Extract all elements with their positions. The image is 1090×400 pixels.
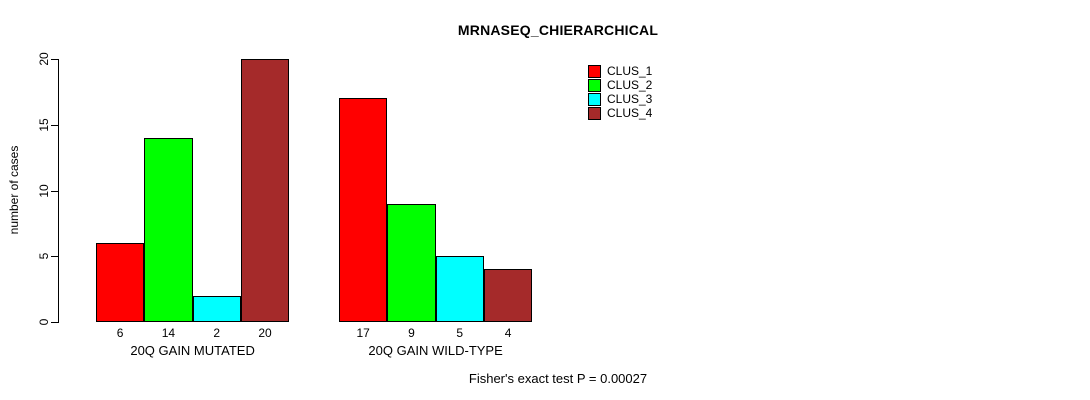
group-label-2: 20Q GAIN WILD-TYPE xyxy=(368,343,503,358)
bar-clus_2-group1 xyxy=(144,137,193,322)
bar-value-clus_2-group2: 9 xyxy=(408,326,415,340)
legend-item-clus_4: CLUS_4 xyxy=(588,106,652,120)
legend-swatch-clus_3 xyxy=(588,92,601,106)
legend: CLUS_1 CLUS_2 CLUS_3 CLUS_4 xyxy=(588,64,652,120)
legend-label-clus_1: CLUS_1 xyxy=(607,64,653,78)
y-tick-20 xyxy=(51,59,58,60)
y-tick-label-15: 15 xyxy=(37,118,51,132)
legend-item-clus_2: CLUS_2 xyxy=(588,78,652,92)
y-tick-15 xyxy=(51,124,58,126)
legend-label-clus_4: CLUS_4 xyxy=(607,106,653,120)
bar-value-clus_4-group1: 20 xyxy=(258,326,272,340)
bar-value-clus_1-group1: 6 xyxy=(116,326,124,340)
y-axis-title: number of cases xyxy=(7,145,21,235)
legend-label-clus_2: CLUS_2 xyxy=(607,78,653,92)
y-tick-label-20: 20 xyxy=(37,52,51,66)
bar-clus_4-group2 xyxy=(483,269,533,322)
legend-swatch-clus_1 xyxy=(588,64,601,78)
y-tick-label-0: 0 xyxy=(37,318,51,326)
chart-title: MRNASEQ_CHIERARCHICAL xyxy=(457,22,659,38)
legend-item-clus_1: CLUS_1 xyxy=(588,64,652,78)
legend-label-clus_3: CLUS_3 xyxy=(607,92,653,106)
fisher-test-annotation: Fisher's exact test P = 0.00027 xyxy=(468,371,648,386)
legend-swatch-clus_4 xyxy=(588,106,601,120)
y-tick-10 xyxy=(51,190,58,192)
legend-swatch-clus_2 xyxy=(588,78,601,92)
bar-clus_3-group1 xyxy=(192,295,241,322)
group-label-1: 20Q GAIN MUTATED xyxy=(130,343,255,358)
bar-clus_2-group2 xyxy=(387,203,436,322)
bar-clus_1-group1 xyxy=(96,243,145,322)
bar-clus_4-group1 xyxy=(240,59,290,322)
y-tick-5 xyxy=(51,256,58,258)
bar-clus_3-group2 xyxy=(435,256,484,322)
bar-clus_1-group2 xyxy=(339,98,388,322)
y-tick-label-10: 10 xyxy=(37,183,51,198)
y-tick-0 xyxy=(51,322,58,323)
bar-value-clus_1-group2: 17 xyxy=(356,326,370,340)
y-axis-line xyxy=(58,59,59,323)
legend-item-clus_3: CLUS_3 xyxy=(588,92,652,106)
bar-value-clus_3-group1: 2 xyxy=(213,326,221,340)
y-tick-label-5: 5 xyxy=(37,252,51,260)
bar-value-clus_2-group1: 14 xyxy=(161,326,176,340)
bar-value-clus_3-group2: 5 xyxy=(456,326,464,340)
bar-value-clus_4-group2: 4 xyxy=(504,326,512,340)
